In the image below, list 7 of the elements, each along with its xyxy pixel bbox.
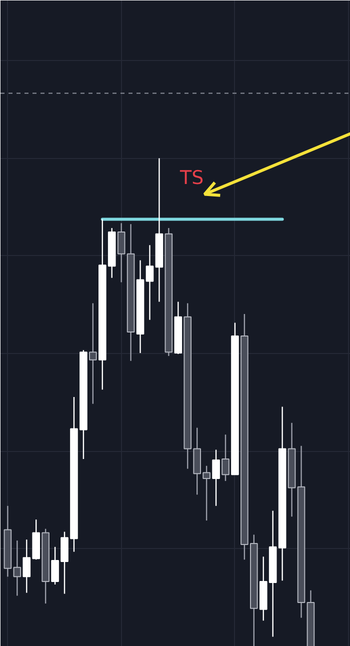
annotation: TS [178,167,204,190]
candlestick [117,222,126,283]
candlestick [13,540,22,596]
candlestick [222,434,230,482]
candlestick [146,244,154,320]
candlestick [89,302,97,404]
candlestick [212,449,220,506]
